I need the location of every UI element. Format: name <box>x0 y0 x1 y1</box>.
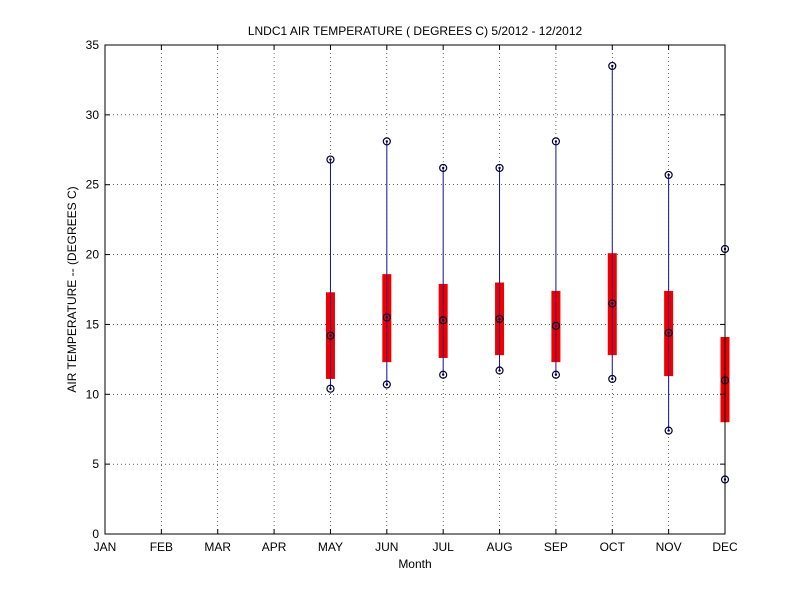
y-tick-label: 0 <box>92 527 99 541</box>
median-marker-dot <box>667 331 670 335</box>
x-tick-label: MAR <box>204 540 231 554</box>
min-marker-dot <box>611 377 614 381</box>
median-marker-dot <box>329 334 332 337</box>
median-marker-dot <box>385 316 389 319</box>
y-tick-label: 25 <box>86 178 100 192</box>
x-tick-label: APR <box>262 540 287 554</box>
median-marker <box>551 321 561 330</box>
min-marker <box>439 370 448 379</box>
min-marker <box>326 384 335 393</box>
min-marker-dot <box>667 429 670 432</box>
y-tick-label: 5 <box>92 457 99 471</box>
median-marker <box>664 328 673 337</box>
x-tick-label: JUN <box>375 540 398 554</box>
median-marker <box>326 331 335 340</box>
max-marker <box>382 137 391 146</box>
x-tick-label: SEP <box>544 540 568 554</box>
min-marker <box>382 380 391 389</box>
min-marker-dot <box>329 387 332 390</box>
median-marker <box>439 316 448 325</box>
tick-layer: JAN FEB MAR APR MAY JUN JUL AUG SEP OCT NOV DEC 0 5 10… <box>86 38 738 554</box>
median-marker-dot <box>498 317 501 321</box>
median-marker <box>608 299 617 308</box>
y-tick-label: 35 <box>86 38 100 52</box>
x-tick-label: DEC <box>712 540 738 554</box>
median-marker-dot <box>441 319 445 322</box>
x-tick-label: FEB <box>150 540 173 554</box>
plot-frame <box>104 44 726 535</box>
x-tick-label: NOV <box>656 540 682 554</box>
min-marker-dot <box>498 369 501 372</box>
plot-area <box>105 45 725 534</box>
y-tick-label: 30 <box>86 108 100 122</box>
x-axis-label: Month <box>398 557 431 571</box>
max-marker <box>439 163 448 173</box>
x-tick-label: JUL <box>433 540 455 554</box>
chart-title: LNDC1 AIR TEMPERATURE ( DEGREES C) 5/201… <box>248 24 583 38</box>
y-tick-label: 10 <box>86 387 100 401</box>
y-tick-label: 20 <box>86 248 100 262</box>
max-marker-dot <box>385 140 389 143</box>
median-marker <box>382 313 391 322</box>
x-tick-label: OCT <box>600 540 626 554</box>
x-tick-label: JAN <box>94 540 117 554</box>
median-marker <box>495 314 504 323</box>
min-marker-dot <box>385 383 389 386</box>
min-marker <box>551 370 561 379</box>
max-marker-dot <box>441 166 445 170</box>
min-marker-dot <box>441 373 445 376</box>
x-tick-label: MAY <box>318 540 343 554</box>
y-tick-label: 15 <box>86 317 100 331</box>
y-axis-label: AIR TEMPERATURE -- (DEGREES C) <box>65 186 79 392</box>
max-marker <box>608 61 617 71</box>
min-marker <box>495 366 504 375</box>
max-marker-dot <box>611 64 614 68</box>
median-marker-dot <box>554 324 558 328</box>
max-marker-dot <box>498 166 501 170</box>
max-marker-dot <box>554 140 558 143</box>
max-marker-dot <box>329 158 332 161</box>
max-marker <box>495 163 504 173</box>
median-marker-dot <box>611 302 614 305</box>
min-marker <box>608 374 617 384</box>
max-marker <box>326 155 335 164</box>
max-marker <box>551 137 561 146</box>
max-marker <box>664 170 673 180</box>
min-marker <box>664 426 673 435</box>
min-marker-dot <box>554 373 558 376</box>
max-marker-dot <box>667 173 670 177</box>
x-tick-label: AUG <box>487 540 513 554</box>
